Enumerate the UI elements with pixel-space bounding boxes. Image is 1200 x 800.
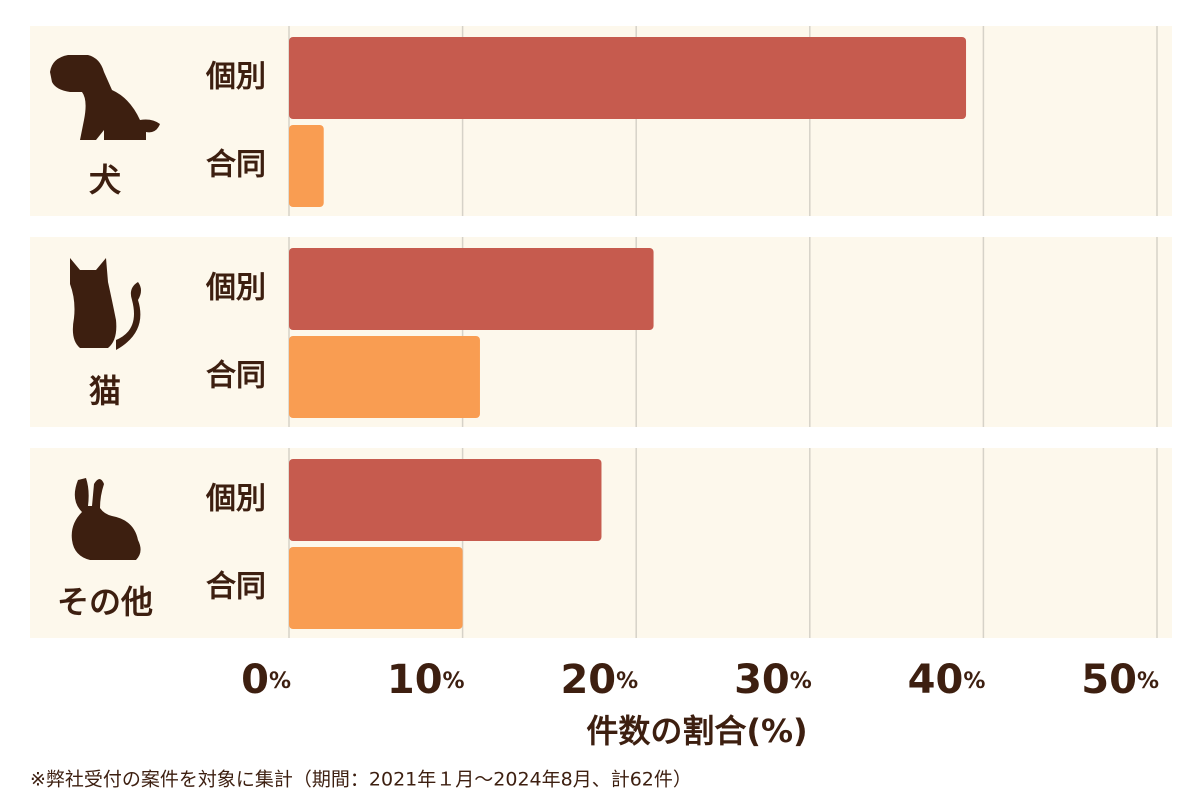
- series-label: 合同: [206, 359, 266, 394]
- group-label: その他: [57, 583, 153, 621]
- bar: [289, 547, 463, 629]
- group-label: 犬: [89, 161, 121, 199]
- x-tick-label: 40%: [908, 657, 986, 703]
- x-axis-label: 件数の割合(%): [586, 712, 807, 750]
- bar: [289, 336, 480, 418]
- bar: [289, 459, 602, 541]
- series-label: 個別: [205, 271, 266, 306]
- dog-icon: [50, 55, 160, 140]
- x-tick-label: 20%: [560, 657, 638, 703]
- cat-icon: [70, 258, 141, 350]
- group-label: 猫: [89, 372, 121, 410]
- series-label: 個別: [205, 60, 266, 95]
- icons: [50, 55, 160, 560]
- series-label: 合同: [206, 148, 266, 183]
- bar: [289, 248, 654, 330]
- rabbit-icon: [71, 478, 141, 560]
- series-label: 合同: [206, 570, 266, 605]
- x-tick-label: 30%: [734, 657, 812, 703]
- series-label: 個別: [205, 482, 266, 517]
- bar: [289, 37, 967, 119]
- footnote: ※弊社受付の案件を対象に集計（期間：2021年１月～2024年8月、計62件）: [30, 769, 692, 791]
- x-tick-label: 0%: [241, 657, 291, 703]
- bar: [289, 125, 324, 207]
- x-tick-label: 10%: [387, 657, 465, 703]
- x-tick-label: 50%: [1081, 657, 1159, 703]
